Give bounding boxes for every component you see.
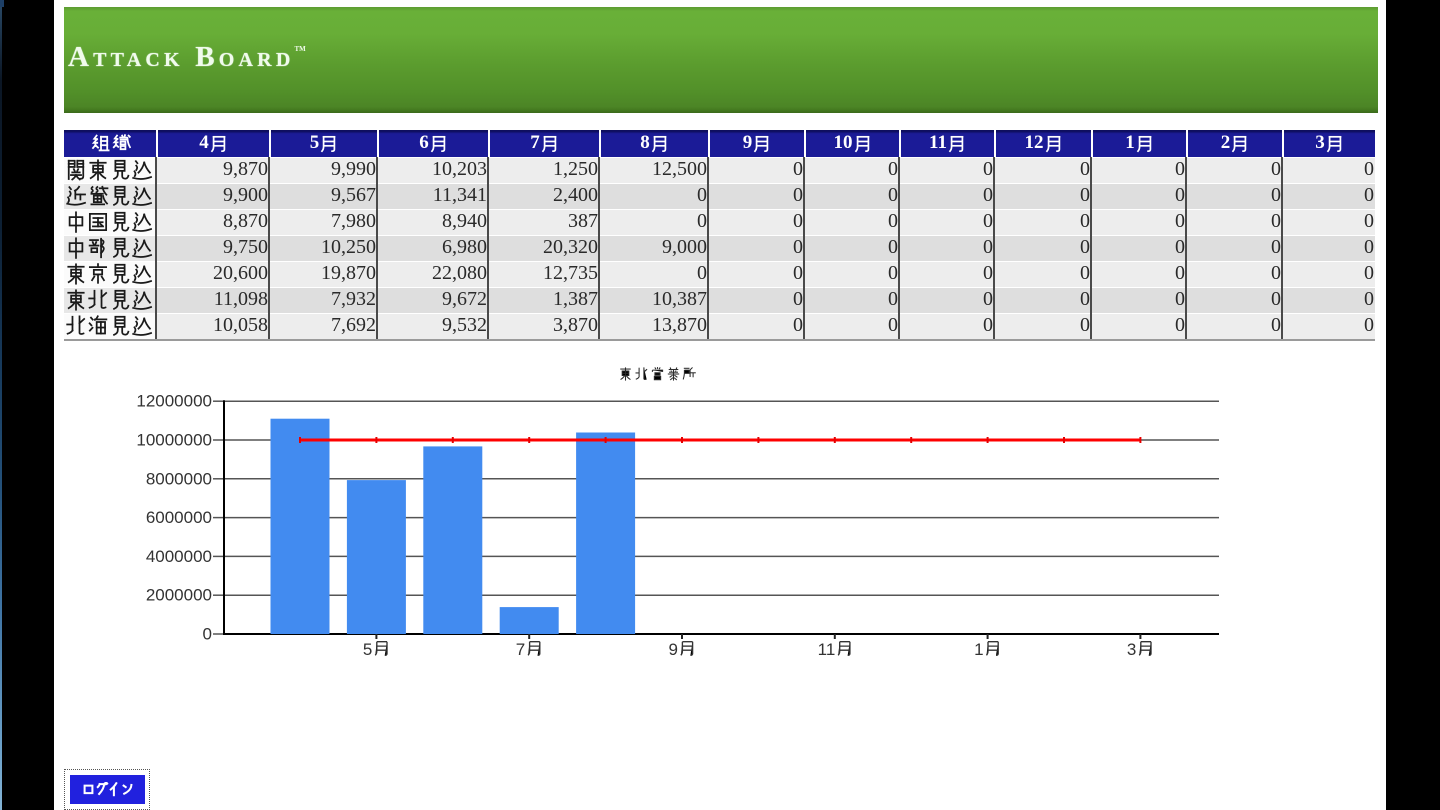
svg-text:5: 5	[363, 640, 372, 659]
svg-text:2000000: 2000000	[146, 586, 212, 605]
svg-text:7: 7	[516, 640, 525, 659]
svg-text:8000000: 8000000	[146, 469, 212, 488]
svg-text:11: 11	[818, 640, 836, 659]
svg-text:4000000: 4000000	[146, 547, 212, 566]
svg-text:1: 1	[974, 640, 983, 659]
svg-text:9: 9	[669, 640, 678, 659]
svg-text:12000000: 12000000	[136, 392, 212, 411]
svg-text:6000000: 6000000	[146, 508, 212, 527]
svg-text:10000000: 10000000	[136, 431, 212, 450]
svg-text:0: 0	[203, 625, 212, 644]
svg-text:3: 3	[1127, 640, 1136, 659]
